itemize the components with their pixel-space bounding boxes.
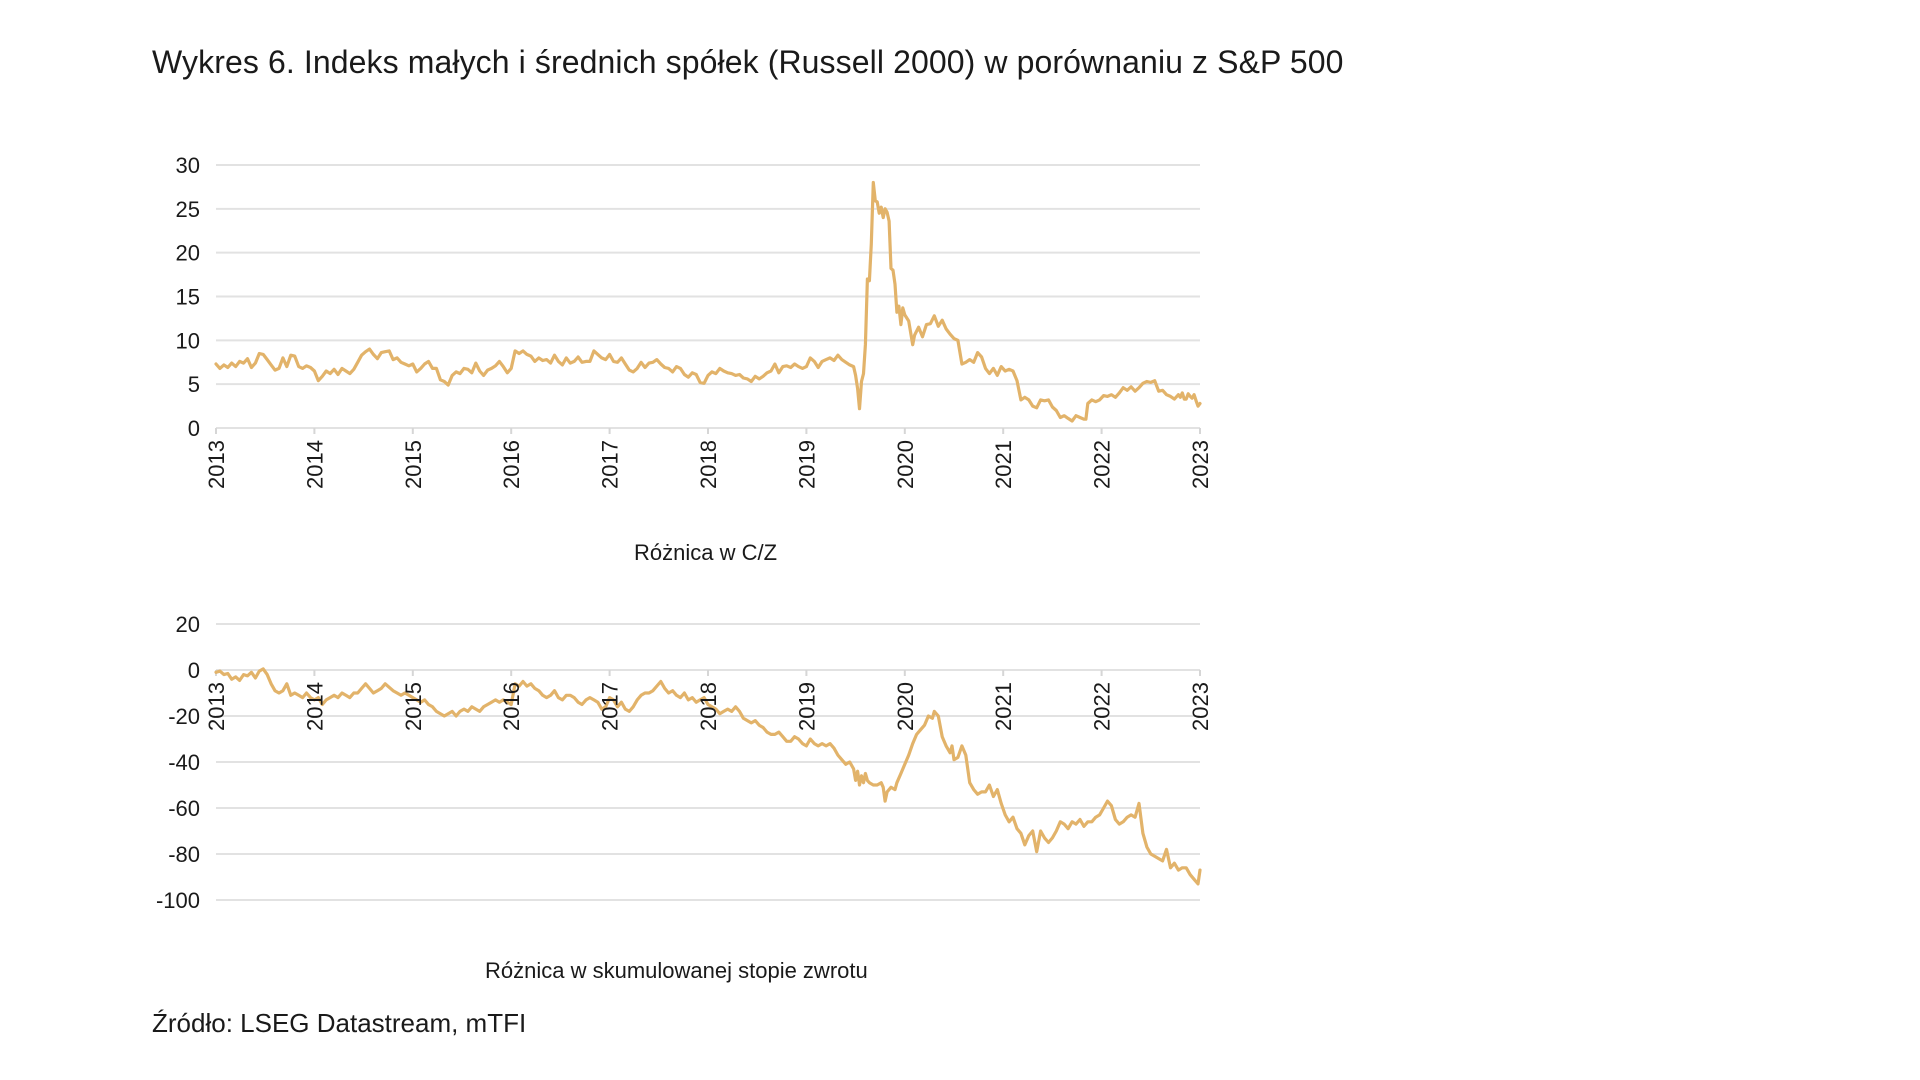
x-tick-label: 2022 (1090, 682, 1115, 731)
y-tick-label: -60 (168, 796, 200, 821)
x-tick-label: 2019 (794, 682, 819, 731)
chart2-series (214, 667, 1202, 886)
series-line (214, 180, 1202, 423)
chart1-x-tick-labels: 2013 2014 2015 2016 2017 2018 2019 2020 2021 2022… (204, 440, 1213, 489)
x-tick-label: 2022 (1090, 440, 1115, 489)
x-tick-label: 2021 (991, 440, 1016, 489)
x-tick-label: 2016 (499, 682, 524, 731)
x-tick-label: 2023 (1188, 440, 1213, 489)
y-tick-label: -20 (168, 704, 200, 729)
x-tick-label: 2014 (302, 682, 327, 731)
x-tick-label: 2020 (893, 682, 918, 731)
figure-title: Wykres 6. Indeks małych i średnich spółe… (152, 44, 1344, 80)
series-line (214, 667, 1202, 886)
y-tick-label: 0 (188, 416, 200, 441)
chart2-x-tick-marks (215, 670, 1201, 676)
y-tick-label: 20 (176, 612, 200, 637)
y-tick-label: -100 (156, 888, 200, 913)
x-tick-label: 2013 (204, 440, 229, 489)
y-tick-label: 10 (176, 328, 200, 353)
x-tick-label: 2013 (204, 682, 229, 731)
x-tick-label: 2018 (696, 682, 721, 731)
y-tick-label: -40 (168, 750, 200, 775)
chart2-y-tick-labels: 20 0 -20 -40 -60 -80 -100 (156, 612, 200, 913)
chart2-gridlines (216, 623, 1200, 901)
x-tick-label: 2017 (598, 440, 623, 489)
chart1-x-tick-marks (215, 428, 1201, 434)
x-tick-label: 2017 (598, 682, 623, 731)
chart1-y-tick-labels: 0 5 10 15 20 25 30 (176, 153, 200, 441)
y-tick-label: 0 (188, 658, 200, 683)
chart1-caption: Różnica w C/Z (634, 540, 778, 565)
chart1-series (214, 180, 1202, 423)
y-tick-label: 5 (188, 372, 200, 397)
y-tick-label: 25 (176, 197, 200, 222)
x-tick-label: 2015 (401, 682, 426, 731)
x-tick-label: 2020 (893, 440, 918, 489)
source-note: Źródło: LSEG Datastream, mTFI (152, 1008, 527, 1038)
y-tick-label: -80 (168, 842, 200, 867)
x-tick-label: 2015 (401, 440, 426, 489)
y-tick-label: 15 (176, 285, 200, 310)
x-tick-label: 2018 (696, 440, 721, 489)
y-tick-label: 30 (176, 153, 200, 178)
x-tick-label: 2019 (794, 440, 819, 489)
chart1-gridlines (216, 164, 1200, 429)
x-tick-label: 2016 (499, 440, 524, 489)
chart2-caption: Różnica w skumulowanej stopie zwrotu (485, 958, 868, 983)
x-tick-label: 2021 (991, 682, 1016, 731)
chart2-x-tick-labels: 2013 2014 2015 2016 2017 2018 2019 2020 2021 2022… (204, 682, 1213, 731)
x-tick-label: 2023 (1188, 682, 1213, 731)
y-tick-label: 20 (176, 241, 200, 266)
x-tick-label: 2014 (302, 440, 327, 489)
